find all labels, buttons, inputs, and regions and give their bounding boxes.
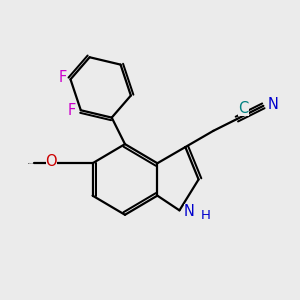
Text: N: N	[184, 204, 195, 219]
Text: methoxy: methoxy	[28, 163, 34, 164]
Text: N: N	[268, 97, 279, 112]
Text: H: H	[201, 209, 211, 222]
Text: F: F	[67, 103, 76, 118]
Text: C: C	[238, 101, 249, 116]
Text: O: O	[46, 154, 57, 169]
Text: F: F	[59, 70, 67, 86]
